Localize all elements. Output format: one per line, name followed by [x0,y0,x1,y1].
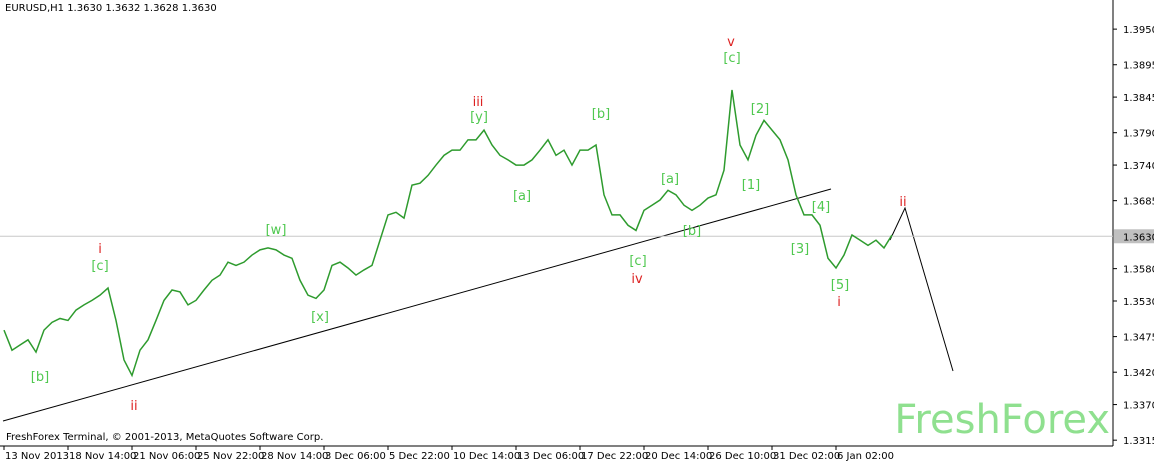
x-tick-label: 17 Dec 22:00 [581,451,648,462]
x-tick-label: 21 Nov 06:00 [133,451,200,462]
x-tick-label: 6 Jan 02:00 [837,451,894,462]
wave-label: [5] [831,278,849,293]
wave-label: [1] [742,178,760,193]
wave-label: i [837,295,841,310]
wave-label: [a] [513,189,531,204]
wave-label: iii [473,95,484,110]
wave-label: [3] [791,242,809,257]
wave-label: ii [130,399,137,414]
wave-label: i [98,242,102,257]
x-tick-label: 26 Dec 10:00 [709,451,776,462]
wave-label: [4] [812,200,830,215]
x-tick-label: 3 Dec 06:00 [325,451,386,462]
y-tick-label: 1.3845 [1123,93,1154,104]
trend-line [2,188,832,422]
wave-label: [a] [661,172,679,187]
copyright: FreshForex Terminal, © 2001-2013, MetaQu… [6,432,323,443]
wave-label: [2] [751,102,769,117]
current-price-label: 1.3630 [1123,232,1154,243]
projection-line [889,206,954,372]
y-tick-label: 1.3685 [1123,197,1154,208]
x-tick-label: 18 Nov 14:00 [69,451,136,462]
y-tick-label: 1.3420 [1123,368,1154,379]
wave-label: [c] [91,259,108,274]
y-tick-label: 1.3740 [1123,161,1154,172]
wave-label: ii [899,195,906,210]
wave-label: iv [631,272,643,287]
chart-title: EURUSD,H1 1.3630 1.3632 1.3628 1.3630 [5,3,217,14]
wave-label: [b] [31,370,49,385]
wave-label: [c] [629,254,646,269]
x-tick-label: 13 Nov 2013 [5,451,69,462]
x-tick-label: 31 Dec 02:00 [773,451,840,462]
y-tick-label: 1.3475 [1123,333,1154,344]
y-tick-label: 1.3580 [1123,265,1154,276]
y-tick-label: 1.3370 [1123,401,1154,412]
watermark: FreshForex [894,397,1110,443]
x-tick-label: 13 Dec 06:00 [517,451,584,462]
wave-label: [w] [266,223,287,238]
x-tick-label: 10 Dec 14:00 [453,451,520,462]
price-line [3,89,893,378]
y-tick-label: 1.3790 [1123,129,1154,140]
y-tick-label: 1.3950 [1123,25,1154,36]
wave-label: [b] [592,107,610,122]
wave-label: [y] [470,110,488,125]
x-tick-label: 28 Nov 14:00 [261,451,328,462]
y-tick-label: 1.3895 [1123,61,1154,72]
wave-label: [x] [311,310,329,325]
y-tick-label: 1.3315 [1123,436,1154,447]
y-tick-label: 1.3530 [1123,297,1154,308]
x-tick-label: 20 Dec 14:00 [645,451,712,462]
x-tick-label: 25 Nov 22:00 [197,451,264,462]
wave-label: [c] [723,51,740,66]
current-price-box [1114,229,1154,244]
wave-label: v [727,35,735,50]
wave-label: [b] [683,224,701,239]
x-tick-label: 5 Dec 22:00 [389,451,450,462]
